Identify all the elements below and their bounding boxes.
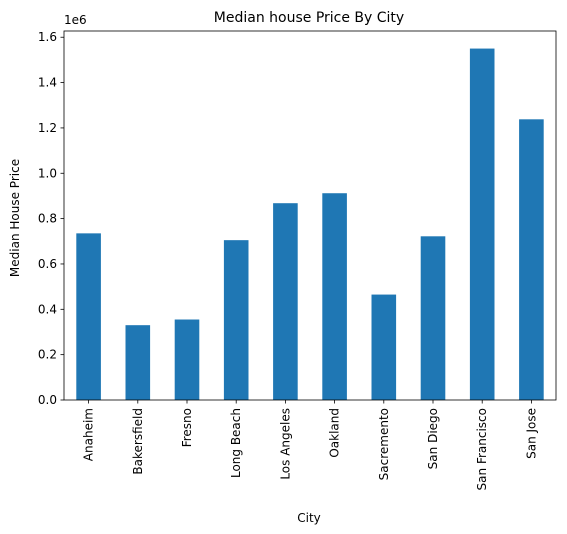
- bar-0: [76, 233, 101, 400]
- x-tick-label-6: Sacremento: [377, 408, 391, 480]
- bar-1: [125, 325, 151, 400]
- bar-8: [469, 48, 495, 400]
- bar-7: [420, 236, 446, 400]
- y-tick-label-1: 0.2: [38, 348, 57, 362]
- y-axis-label: Median House Price: [8, 159, 22, 277]
- y-tick-label-4: 0.8: [38, 212, 57, 226]
- x-tick-label-5: Oakland: [328, 408, 342, 458]
- x-tick-label-9: San Jose: [524, 408, 538, 459]
- x-tick-label-1: Bakersfield: [131, 408, 145, 475]
- x-tick-label-2: Fresno: [180, 408, 194, 447]
- y-tick-label-7: 1.4: [38, 76, 57, 90]
- bar-4: [273, 203, 298, 400]
- bar-9: [519, 119, 544, 400]
- x-tick-label-0: Anaheim: [82, 408, 96, 461]
- chart-title: Median house Price By City: [214, 10, 404, 26]
- plot-area: 0.0 0.2 0.4 0.6 0.8 1.0 1.2 1.4 1.6 Anaheim Bakers…: [38, 30, 557, 490]
- x-tick-label-4: Los Angeles: [278, 408, 292, 480]
- y-tick-label-5: 1.0: [38, 166, 57, 180]
- y-tick-label-6: 1.2: [38, 121, 57, 135]
- x-tick-label-3: Long Beach: [229, 408, 243, 478]
- y-tick-label-0: 0.0: [38, 393, 57, 407]
- y-tick-label-3: 0.6: [38, 257, 57, 271]
- bar-3: [223, 240, 249, 400]
- x-tick-label-8: San Francisco: [475, 408, 489, 490]
- axes-frame: [63, 30, 557, 401]
- bar-6: [371, 294, 397, 400]
- bar-2: [174, 319, 200, 400]
- y-offset-label: 1e6: [64, 13, 87, 27]
- x-axis-label: City: [297, 511, 321, 525]
- bar-5: [322, 193, 347, 400]
- y-tick-label-2: 0.4: [38, 302, 57, 316]
- y-tick-label-8: 1.6: [38, 30, 57, 44]
- x-tick-label-7: San Diego: [426, 408, 440, 469]
